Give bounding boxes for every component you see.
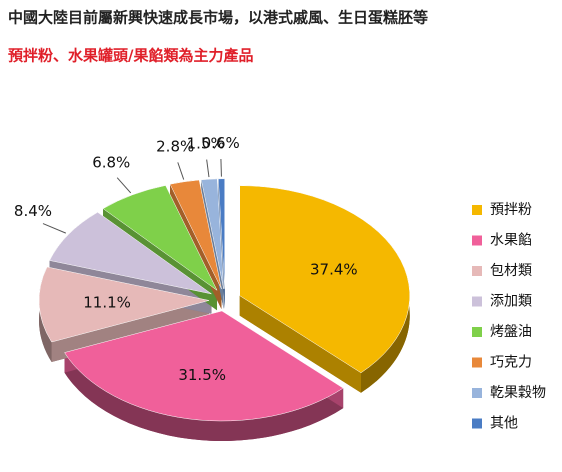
legend-label: 預拌粉 <box>490 202 532 218</box>
data-label: 8.4% <box>14 202 52 220</box>
slice <box>49 211 212 295</box>
legend-label: 包材類 <box>490 263 532 279</box>
data-label: 37.4% <box>310 261 358 279</box>
chart-subtitle: 預拌粉、水果罐頭/果餡類為主力產品 <box>8 47 253 65</box>
slice-side <box>239 185 361 393</box>
legend-swatch <box>472 418 482 429</box>
data-label: 0.6% <box>202 134 240 152</box>
slice-side <box>64 352 344 441</box>
legend-label: 乾果穀物 <box>490 385 546 401</box>
data-label: 1.5% <box>187 134 225 152</box>
data-label: 6.8% <box>92 154 130 172</box>
legend-swatch <box>472 235 482 246</box>
slice <box>38 266 210 343</box>
legend-label: 烤盤油 <box>490 324 532 340</box>
slice <box>102 185 218 291</box>
data-label: 31.5% <box>178 366 226 384</box>
data-label: 2.8% <box>156 137 194 155</box>
slice <box>201 178 224 289</box>
chart-title: 中國大陸目前屬新興快速成長市場，以港式戚風、生日蛋糕胚等 <box>8 9 428 27</box>
leader-line <box>42 223 67 234</box>
data-label: 11.1% <box>83 294 131 312</box>
legend-label: 添加類 <box>490 294 532 310</box>
legend-swatch <box>472 357 482 368</box>
slice <box>239 185 410 374</box>
legend-swatch <box>472 388 482 398</box>
slice <box>169 179 222 290</box>
legend-label: 巧克力 <box>490 355 532 371</box>
legend-swatch <box>472 296 482 307</box>
leader-line <box>116 177 132 194</box>
slice <box>218 178 225 289</box>
slice <box>64 310 344 422</box>
legend-swatch <box>472 327 482 337</box>
legend-swatch <box>472 266 482 276</box>
leader-line <box>206 159 210 178</box>
legend-label: 其他 <box>490 416 518 432</box>
leader-line <box>177 162 185 180</box>
legend-swatch <box>472 205 482 215</box>
leader-line <box>220 159 222 177</box>
legend-label: 水果餡 <box>490 233 532 249</box>
